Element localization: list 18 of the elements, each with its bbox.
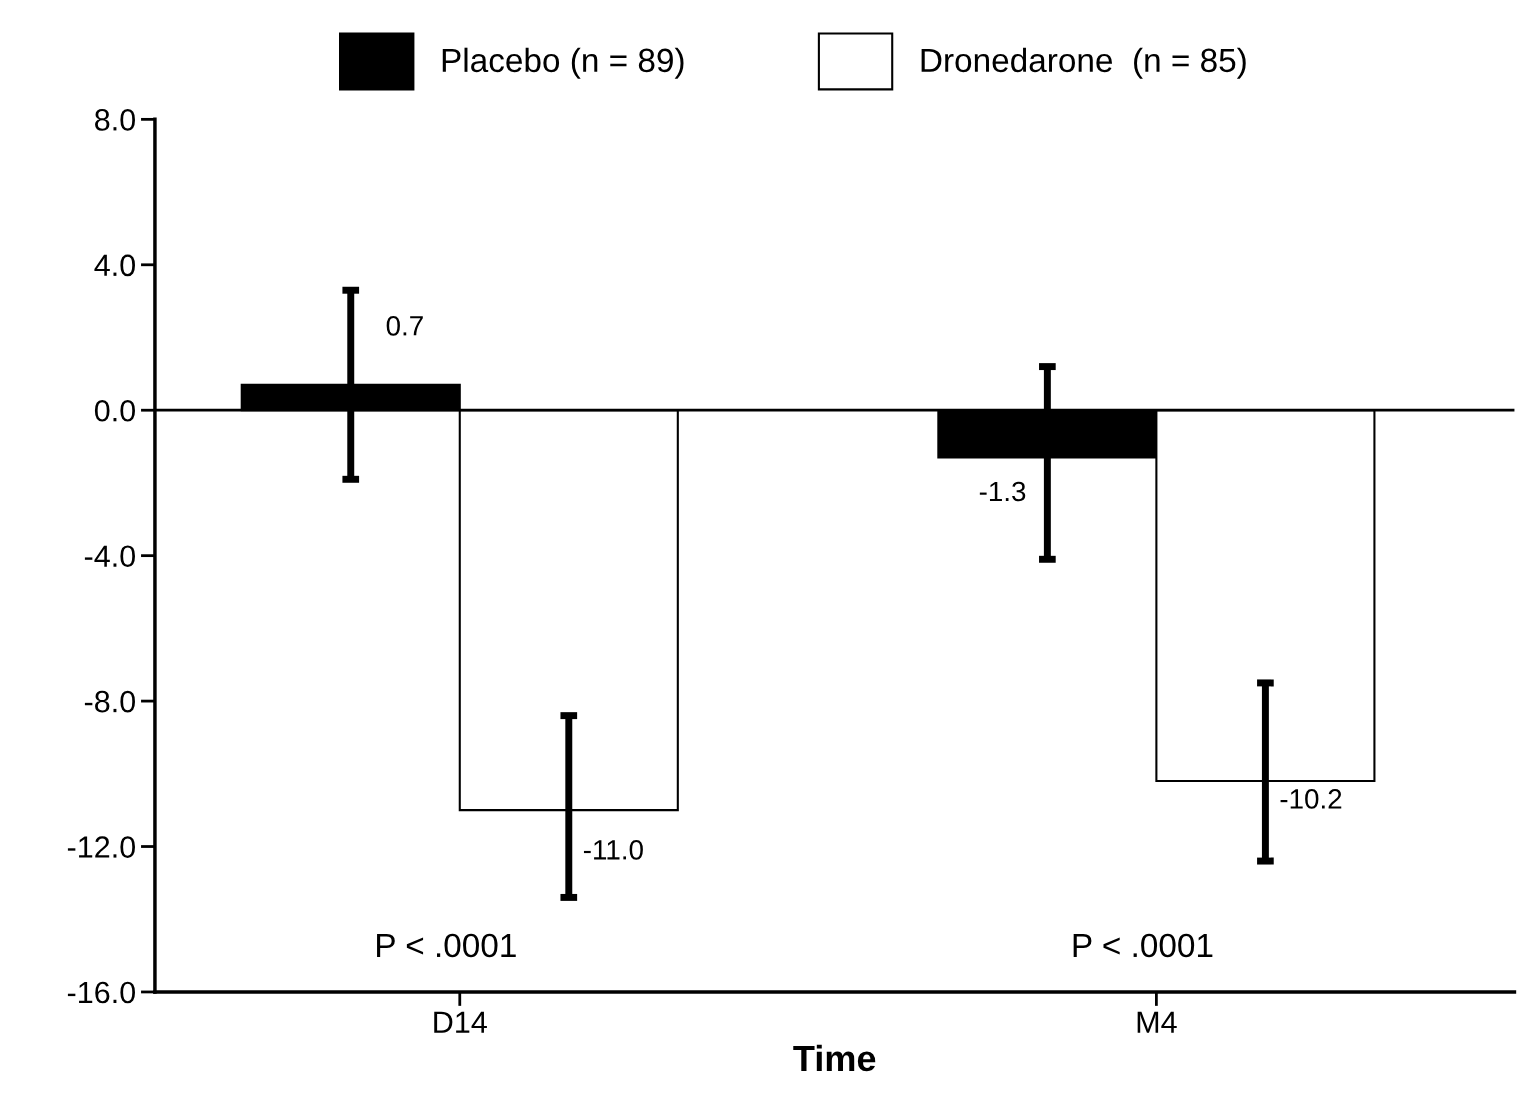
y-tick-label: 4.0	[94, 254, 135, 277]
data-label: -1.3	[979, 481, 1026, 502]
data-label: -11.0	[583, 839, 643, 860]
annotation: P < .0001	[1073, 933, 1213, 958]
annotation: P < .0001	[377, 933, 516, 958]
x-tick-label: M4	[1137, 1011, 1177, 1033]
y-tick-label: -16.0	[67, 981, 135, 1004]
legend-label: Placebo (n = 89)	[442, 47, 684, 79]
x-tick-label: D14	[434, 1011, 487, 1033]
x-axis-title: Time	[793, 1044, 876, 1072]
data-label: 0.7	[386, 315, 423, 336]
legend-label: Dronedarone (n = 85)	[921, 47, 1246, 79]
y-tick-label: 0.0	[94, 399, 135, 422]
y-tick-label: -12.0	[67, 836, 135, 858]
y-tick-label: -8.0	[84, 690, 135, 713]
data-label: -10.2	[1280, 789, 1342, 809]
y-tick-label: 8.0	[95, 109, 135, 131]
y-tick-label: -4.0	[84, 545, 135, 568]
